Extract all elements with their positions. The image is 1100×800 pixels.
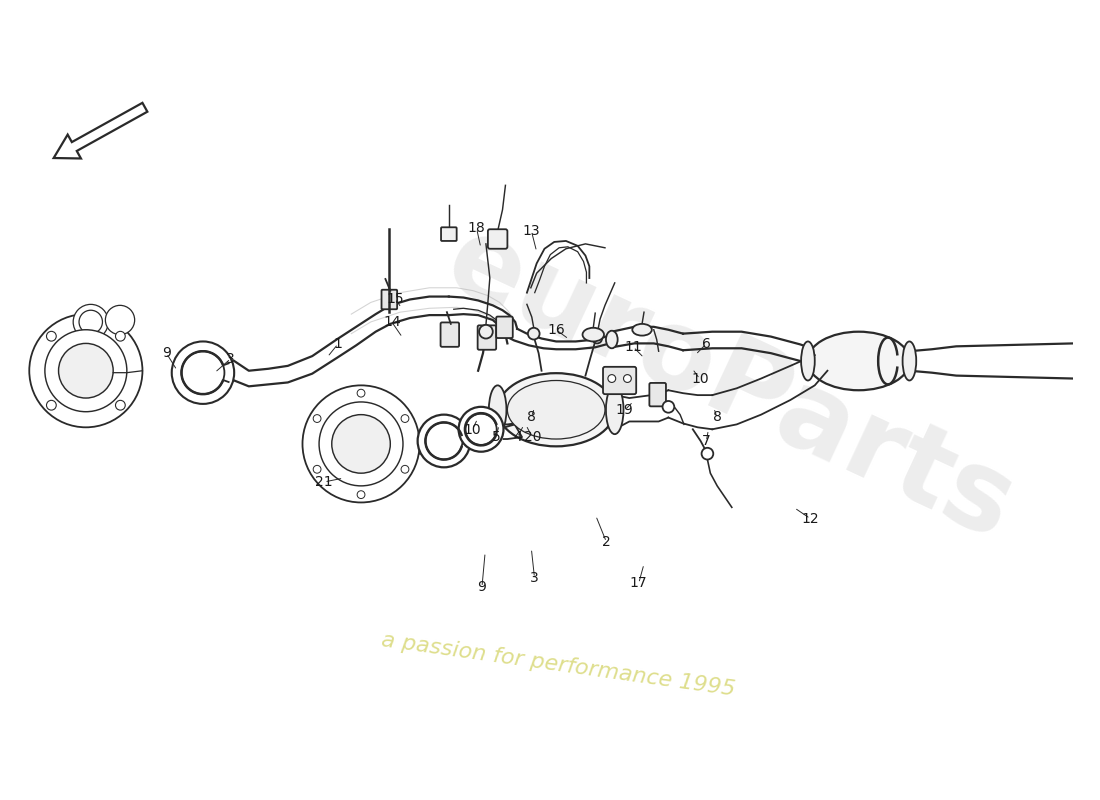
Text: a passion for performance 1995: a passion for performance 1995 [379,630,736,700]
Circle shape [702,448,713,459]
Ellipse shape [903,342,916,381]
Text: 4: 4 [513,430,521,445]
Text: 14: 14 [383,315,400,329]
Circle shape [319,402,403,486]
Circle shape [302,386,419,502]
Text: 6: 6 [702,337,711,350]
Ellipse shape [488,386,506,434]
Text: euroParts: euroParts [429,206,1031,562]
FancyBboxPatch shape [488,230,507,249]
Ellipse shape [583,328,604,342]
Circle shape [45,330,126,412]
Text: 18: 18 [468,222,485,235]
Circle shape [314,414,321,422]
Text: 8: 8 [527,410,536,424]
Circle shape [74,304,108,339]
Text: 10: 10 [463,422,481,437]
Text: 21: 21 [316,475,333,489]
Text: 12: 12 [802,512,820,526]
Circle shape [116,331,125,341]
Ellipse shape [507,381,605,439]
Text: 8: 8 [713,410,722,424]
Text: 20: 20 [524,430,541,445]
Text: 13: 13 [522,224,540,238]
Circle shape [106,306,134,334]
FancyBboxPatch shape [477,326,496,350]
Circle shape [426,422,462,459]
FancyBboxPatch shape [496,317,513,338]
Ellipse shape [632,324,652,335]
Circle shape [116,400,125,410]
Circle shape [402,414,409,422]
Text: 15: 15 [386,291,404,306]
Circle shape [465,414,497,445]
Circle shape [592,334,602,343]
Circle shape [662,401,674,413]
FancyBboxPatch shape [649,383,666,406]
Circle shape [459,407,504,452]
Circle shape [30,314,143,427]
Text: 5: 5 [492,430,500,445]
Text: 1: 1 [333,337,342,350]
Text: 2: 2 [602,535,610,549]
Text: 3: 3 [530,571,539,585]
Text: 9: 9 [162,346,170,360]
Text: 10: 10 [691,372,708,386]
Circle shape [314,466,321,473]
Circle shape [608,374,616,382]
Ellipse shape [801,342,815,381]
Text: 16: 16 [547,322,565,337]
Text: 17: 17 [630,577,648,590]
Circle shape [58,343,113,398]
Circle shape [418,414,471,467]
FancyBboxPatch shape [382,290,397,310]
Ellipse shape [807,332,910,390]
Circle shape [480,325,493,338]
Circle shape [172,342,234,404]
Circle shape [402,466,409,473]
Text: 9: 9 [477,580,486,594]
FancyBboxPatch shape [441,227,456,241]
Circle shape [358,490,365,498]
Circle shape [46,400,56,410]
FancyArrow shape [54,103,147,158]
Circle shape [528,328,540,339]
Circle shape [79,310,102,334]
Circle shape [46,331,56,341]
Ellipse shape [606,330,618,348]
Text: 11: 11 [625,340,642,354]
Ellipse shape [497,373,615,446]
Ellipse shape [606,386,624,434]
Circle shape [358,390,365,397]
Circle shape [624,374,631,382]
Text: 19: 19 [616,403,634,417]
FancyBboxPatch shape [603,367,636,394]
FancyBboxPatch shape [441,322,459,347]
Circle shape [182,351,224,394]
Circle shape [332,414,390,473]
Text: 3: 3 [227,352,235,366]
Text: 7: 7 [702,434,711,448]
